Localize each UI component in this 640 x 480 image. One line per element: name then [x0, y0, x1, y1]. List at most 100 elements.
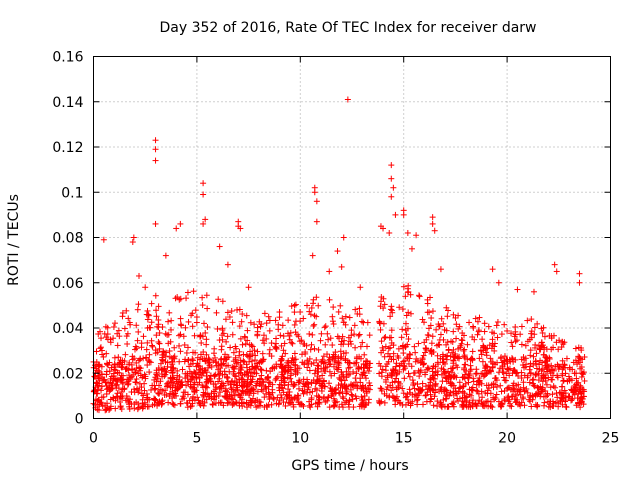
data-point	[341, 383, 348, 390]
data-point	[116, 333, 123, 340]
data-point	[304, 364, 311, 371]
data-point	[204, 305, 211, 312]
data-point	[276, 309, 283, 316]
data-point	[110, 323, 117, 330]
data-point	[199, 294, 206, 301]
data-point	[390, 356, 397, 363]
data-point	[306, 330, 313, 337]
data-point	[112, 397, 119, 404]
data-point	[243, 351, 250, 358]
data-point	[578, 394, 585, 401]
data-point	[533, 350, 540, 357]
data-point	[417, 367, 424, 374]
data-point	[320, 378, 327, 385]
data-point	[168, 317, 175, 324]
data-point	[159, 357, 166, 364]
data-point	[359, 383, 366, 390]
data-point	[216, 375, 223, 382]
data-point	[469, 387, 476, 394]
data-point	[392, 367, 399, 374]
data-point	[548, 362, 555, 369]
data-point	[563, 355, 570, 362]
data-point	[452, 314, 459, 321]
data-point	[260, 332, 267, 339]
data-point	[125, 315, 132, 322]
data-point	[510, 388, 517, 395]
data-point	[249, 376, 256, 383]
data-point	[424, 389, 431, 396]
data-point	[259, 350, 266, 357]
data-point	[159, 351, 166, 358]
data-point	[217, 356, 224, 363]
data-point	[286, 332, 293, 339]
data-point	[269, 386, 276, 393]
data-point	[239, 311, 246, 318]
data-point	[434, 398, 441, 405]
data-point	[388, 162, 395, 169]
data-point	[429, 214, 436, 221]
data-point	[125, 380, 132, 387]
data-point	[95, 331, 102, 338]
data-point	[155, 316, 162, 323]
data-point	[518, 356, 525, 363]
data-point	[357, 343, 364, 350]
data-point	[200, 402, 207, 409]
data-point	[124, 330, 131, 337]
data-point	[189, 323, 196, 330]
data-point	[388, 175, 395, 182]
data-point	[313, 387, 320, 394]
data-point	[569, 366, 576, 373]
data-point	[416, 292, 423, 299]
data-point	[449, 400, 456, 407]
data-point	[216, 243, 223, 250]
data-point	[493, 391, 500, 398]
data-point	[473, 370, 480, 377]
data-point	[205, 393, 212, 400]
x-tick-label: 0	[89, 431, 98, 447]
data-point	[140, 403, 147, 410]
data-point	[543, 358, 550, 365]
y-tick-label: 0.08	[52, 231, 83, 247]
data-point	[285, 381, 292, 388]
data-point	[401, 375, 408, 382]
data-point	[284, 392, 291, 399]
data-point	[320, 395, 327, 402]
data-point	[288, 359, 295, 366]
x-tick-label: 5	[192, 431, 201, 447]
x-tick-label: 15	[395, 431, 413, 447]
data-point	[213, 309, 220, 316]
data-point	[404, 229, 411, 236]
data-point	[248, 398, 255, 405]
data-point	[336, 335, 343, 342]
data-point	[396, 304, 403, 311]
data-point	[524, 389, 531, 396]
data-point	[248, 399, 255, 406]
data-point	[247, 370, 254, 377]
data-point	[427, 322, 434, 329]
data-point	[392, 401, 399, 408]
data-point	[449, 349, 456, 356]
data-point	[297, 401, 304, 408]
data-point	[446, 392, 453, 399]
data-point	[416, 373, 423, 380]
x-tick-label: 25	[602, 431, 620, 447]
data-point	[144, 394, 151, 401]
data-point	[203, 292, 210, 299]
data-point	[291, 350, 298, 357]
data-point	[341, 337, 348, 344]
data-point	[261, 404, 268, 411]
data-point	[249, 363, 256, 370]
data-point	[403, 331, 410, 338]
data-point	[407, 310, 414, 317]
data-point	[193, 314, 200, 321]
data-point	[469, 333, 476, 340]
data-point	[352, 344, 359, 351]
data-point	[465, 379, 472, 386]
data-point	[430, 402, 437, 409]
data-point	[504, 327, 511, 334]
data-point	[280, 374, 287, 381]
data-point	[284, 330, 291, 337]
data-point	[482, 363, 489, 370]
data-point	[403, 393, 410, 400]
data-point	[240, 357, 247, 364]
